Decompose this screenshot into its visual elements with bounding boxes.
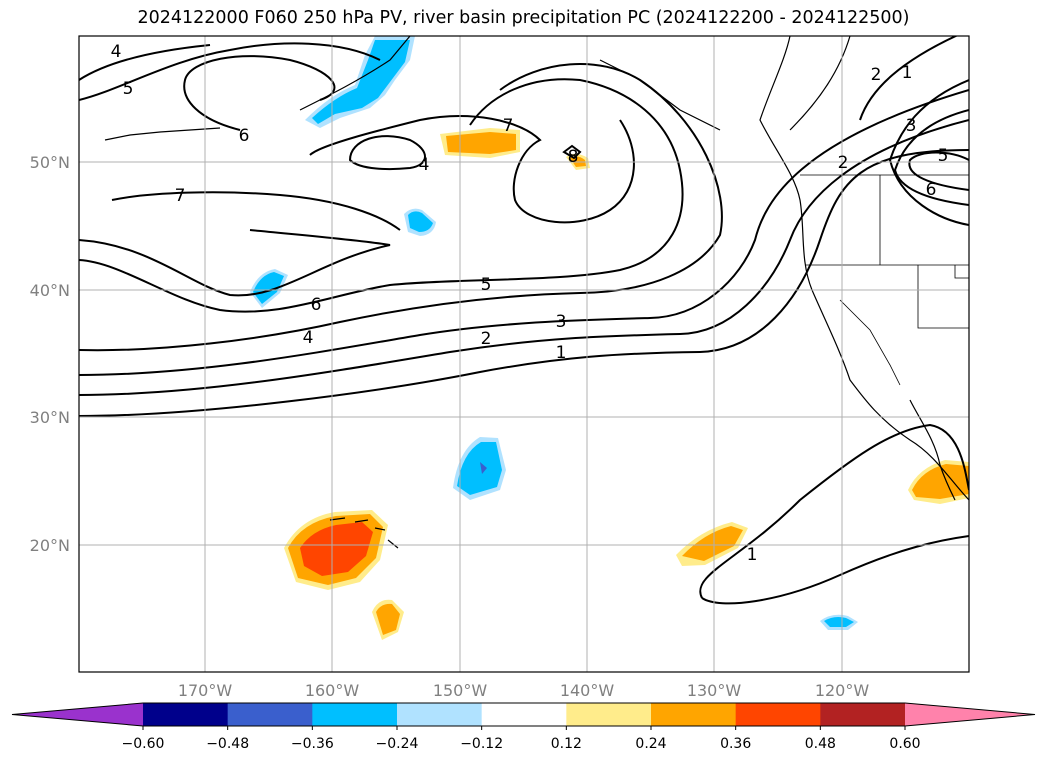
colorbar-segment: [820, 703, 906, 726]
contour-label: 6: [926, 180, 937, 200]
contour-labels: 4 5 6 7 4 7 8 5 6 4 3 2 1 2 1 2 3 5 6 1: [111, 42, 949, 565]
lat-label: 20°N: [30, 536, 70, 555]
colorbar-segment: [651, 703, 737, 726]
colorbar-tick-label: −0.24: [376, 736, 419, 752]
state-boundaries: [800, 174, 969, 386]
colorbar-tick-label: −0.12: [460, 736, 503, 752]
coastlines: [104, 36, 969, 549]
lat-labels: 50°N 40°N 30°N 20°N: [30, 153, 70, 555]
contour-label: 7: [503, 116, 514, 136]
contour-label: 2: [838, 153, 849, 173]
contour-label: 6: [239, 126, 250, 146]
pv-contours: [79, 36, 969, 605]
colorbar-tick-label: −0.48: [206, 736, 249, 752]
contour-label: 4: [419, 155, 430, 175]
colorbar-tick-label: 0.12: [551, 736, 582, 752]
lon-label: 120°W: [815, 681, 870, 700]
contour-label: 5: [123, 79, 134, 99]
contour-label: 1: [747, 545, 758, 565]
map-area: 4 5 6 7 4 7 8 5 6 4 3 2 1 2 1 2 3 5 6 1: [79, 36, 969, 672]
colorbar-tick-label: −0.60: [122, 736, 165, 752]
lat-label: 50°N: [30, 153, 70, 172]
contour-label: 1: [556, 343, 567, 363]
colorbar-segment: [735, 703, 821, 726]
lon-labels: 170°W 160°W 150°W 140°W 130°W 120°W: [178, 681, 870, 700]
lat-label: 30°N: [30, 408, 70, 427]
lon-label: 150°W: [433, 681, 488, 700]
contour-label: 8: [568, 147, 579, 167]
lon-label: 130°W: [687, 681, 742, 700]
colorbar-segment: [227, 703, 313, 726]
colorbar-tick-label: 0.24: [635, 736, 666, 752]
colorbar-tick-label: 0.60: [889, 736, 920, 752]
contour-label: 5: [481, 275, 492, 295]
contour-label: 3: [906, 116, 917, 136]
colorbar-tick-label: −0.36: [291, 736, 334, 752]
gridlines: [79, 36, 969, 672]
map-frame: [78, 35, 970, 673]
lon-label: 140°W: [560, 681, 615, 700]
contour-label: 2: [481, 329, 492, 349]
colorbar-segment: [143, 703, 229, 726]
colorbar-tick-label: 0.36: [720, 736, 751, 752]
colorbar-segment: [566, 703, 652, 726]
lat-label: 40°N: [30, 281, 70, 300]
precip-fills: [250, 36, 969, 640]
colorbar-segment: [481, 703, 567, 726]
colorbar: −0.60 −0.48 −0.36 −0.24 −0.12 0.12 0.24 0.36 0.4…: [11, 702, 1036, 752]
contour-label: 4: [303, 328, 314, 348]
colorbar-tick-label: 0.48: [805, 736, 836, 752]
contour-label: 6: [311, 295, 322, 315]
colorbar-extend-min: [12, 703, 143, 726]
colorbar-segment: [312, 703, 398, 726]
colorbar-extend-max: [905, 703, 1035, 726]
contour-label: 4: [111, 42, 122, 62]
contour-label: 3: [556, 312, 567, 332]
lon-label: 160°W: [305, 681, 360, 700]
contour-label: 7: [175, 186, 186, 206]
contour-label: 2: [871, 65, 882, 85]
map-title: 2024122000 F060 250 hPa PV, river basin …: [137, 8, 910, 28]
contour-label: 5: [938, 146, 949, 166]
contour-label: 1: [902, 63, 913, 83]
colorbar-segment: [397, 703, 483, 726]
lon-label: 170°W: [178, 681, 233, 700]
